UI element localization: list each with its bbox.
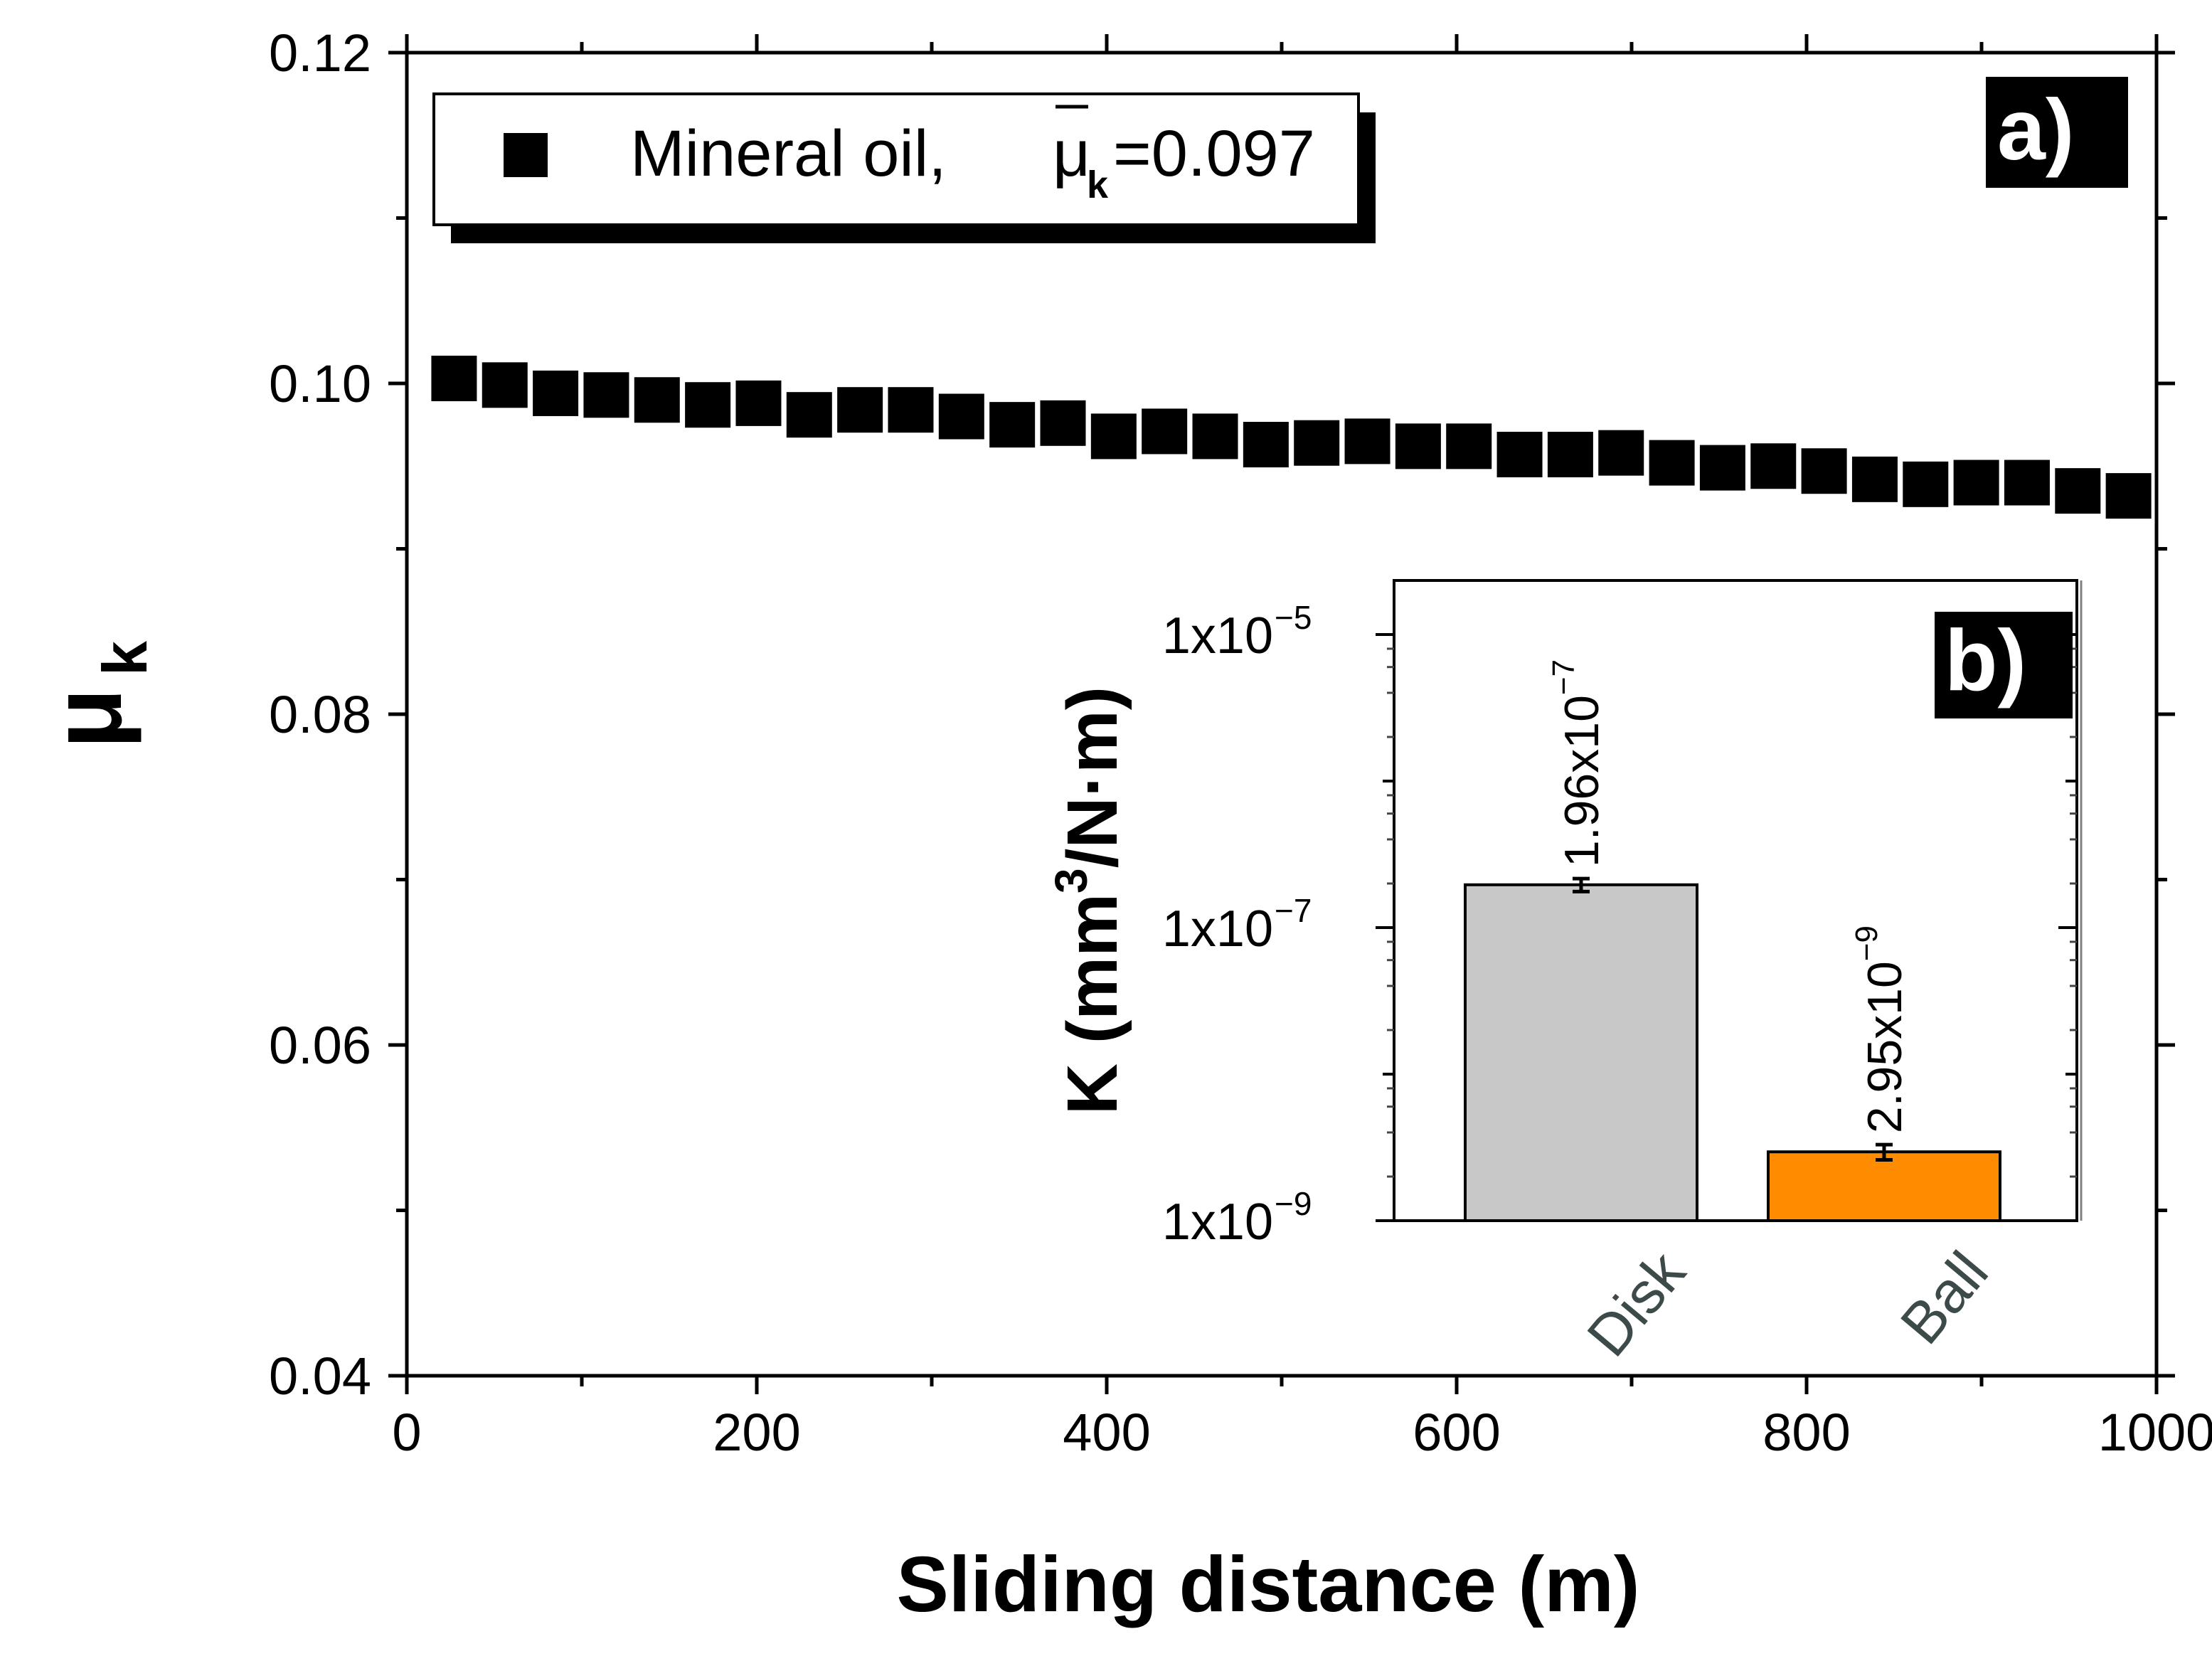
y-axis-title-mu: μ (31, 688, 142, 749)
data-point (1598, 430, 1644, 476)
data-point (837, 387, 883, 433)
inset-y-tick-label: 1x10 (1162, 607, 1273, 664)
data-point (2105, 473, 2152, 519)
bar-value-text: 1.96x10−7 (1546, 659, 1609, 867)
data-point (2055, 468, 2101, 514)
x-tick-label: 400 (1063, 1403, 1150, 1462)
data-point (1395, 423, 1441, 469)
inset-y-tick-label: 1x10 (1162, 901, 1273, 957)
main-tick-labels: 0 200 400 600 800 1000 0.04 0.06 0.08 0.10 0.12 (269, 23, 2212, 1462)
x-tick-label: 600 (1413, 1403, 1500, 1462)
panel-a-tag: a) (1997, 81, 2074, 178)
data-point (888, 387, 934, 433)
bar-value-label: 2.95x10−9 (1849, 925, 1912, 1133)
data-point (1294, 420, 1340, 466)
data-point (1142, 408, 1188, 455)
legend-series-label: Mineral oil, (630, 117, 947, 190)
data-point (634, 377, 680, 423)
data-point (1446, 423, 1492, 469)
data-point (583, 372, 629, 418)
inset-frame (1393, 579, 2078, 1222)
main-axis-ticks (388, 34, 2175, 1394)
inset-ylabel-sup: 3 (1046, 868, 1097, 893)
bar-value-base: 1.96x10 (1555, 695, 1609, 867)
data-point (1192, 413, 1238, 460)
y-tick-label: 0.06 (269, 1016, 371, 1075)
y-tick-label: 0.10 (269, 354, 371, 413)
bar-value-base: 2.95x10 (1858, 961, 1912, 1133)
data-point (1953, 460, 1999, 506)
panel-a-tag-bg (1986, 77, 2128, 188)
data-point (1851, 456, 1898, 502)
inset-ylabel-prefix: K (mm (1053, 893, 1132, 1115)
bar-disk (1464, 883, 1698, 1223)
x-tick-label: 200 (713, 1403, 800, 1462)
legend-mean-subscript: k (1087, 164, 1109, 206)
data-point (1649, 440, 1695, 486)
category-text: Disk (1575, 1239, 1698, 1368)
data-point (989, 402, 1036, 448)
inset-y-tick-exponent: −7 (1275, 892, 1312, 929)
legend-mean-symbol: μ (1053, 117, 1090, 190)
y-axis-title-sub: k (90, 640, 160, 676)
data-point (1750, 443, 1797, 489)
y-axis-title: μ k (31, 640, 160, 749)
data-point (735, 380, 782, 426)
category-text: Ball (1888, 1240, 2001, 1356)
bar-value-label: 1.96x10−7 (1546, 659, 1609, 867)
x-tick-label: 1000 (2098, 1403, 2212, 1462)
data-point (938, 393, 984, 440)
data-point (1903, 461, 1949, 507)
x-tick-label: 0 (392, 1403, 421, 1462)
panel-b-tag-bg (1935, 612, 2073, 718)
bar-ball (1767, 1150, 2001, 1223)
legend-box (432, 92, 1360, 226)
panel-b-tag: b) (1945, 612, 2026, 709)
data-point (1699, 445, 1745, 491)
bar-value-exp: −9 (1849, 925, 1884, 961)
data-point (1547, 431, 1593, 477)
data-point (1496, 431, 1543, 477)
data-point (685, 382, 731, 428)
category-label: Ball (1888, 1240, 2001, 1356)
data-point (1040, 400, 1086, 446)
inset-ylabel-suffix: /N·m) (1053, 686, 1132, 869)
data-point (1090, 413, 1137, 460)
data-point (1243, 422, 1289, 468)
inset-y-axis-title: K (mm3/N·m) (1046, 686, 1132, 1115)
y-tick-label: 0.12 (269, 23, 371, 83)
inset-y-tick-label: 1x10 (1162, 1194, 1273, 1251)
legend: Mineral oil, μ k =0.097 (432, 92, 1376, 243)
x-axis-title: Sliding distance (m) (896, 1541, 1639, 1628)
legend-mean-value: =0.097 (1113, 117, 1315, 190)
data-point (1801, 448, 1847, 494)
bar-value-text: 2.95x10−9 (1849, 925, 1912, 1133)
data-point (786, 392, 832, 438)
x-tick-label: 800 (1762, 1403, 1850, 1462)
data-point (2004, 460, 2050, 506)
legend-marker-square (504, 133, 548, 177)
data-point (1344, 418, 1391, 465)
data-point (431, 356, 477, 402)
inset-y-tick-exponent: −9 (1275, 1185, 1312, 1222)
data-point (533, 370, 579, 416)
main-data-points (431, 356, 2152, 519)
y-tick-label: 0.04 (269, 1347, 371, 1406)
bar-value-exp: −7 (1546, 659, 1581, 695)
inset-y-axis-title-text: K (mm3/N·m) (1046, 686, 1132, 1115)
data-point (482, 362, 528, 408)
y-tick-label: 0.08 (269, 685, 371, 744)
category-label: Disk (1575, 1239, 1698, 1368)
inset-y-tick-exponent: −5 (1275, 599, 1312, 636)
